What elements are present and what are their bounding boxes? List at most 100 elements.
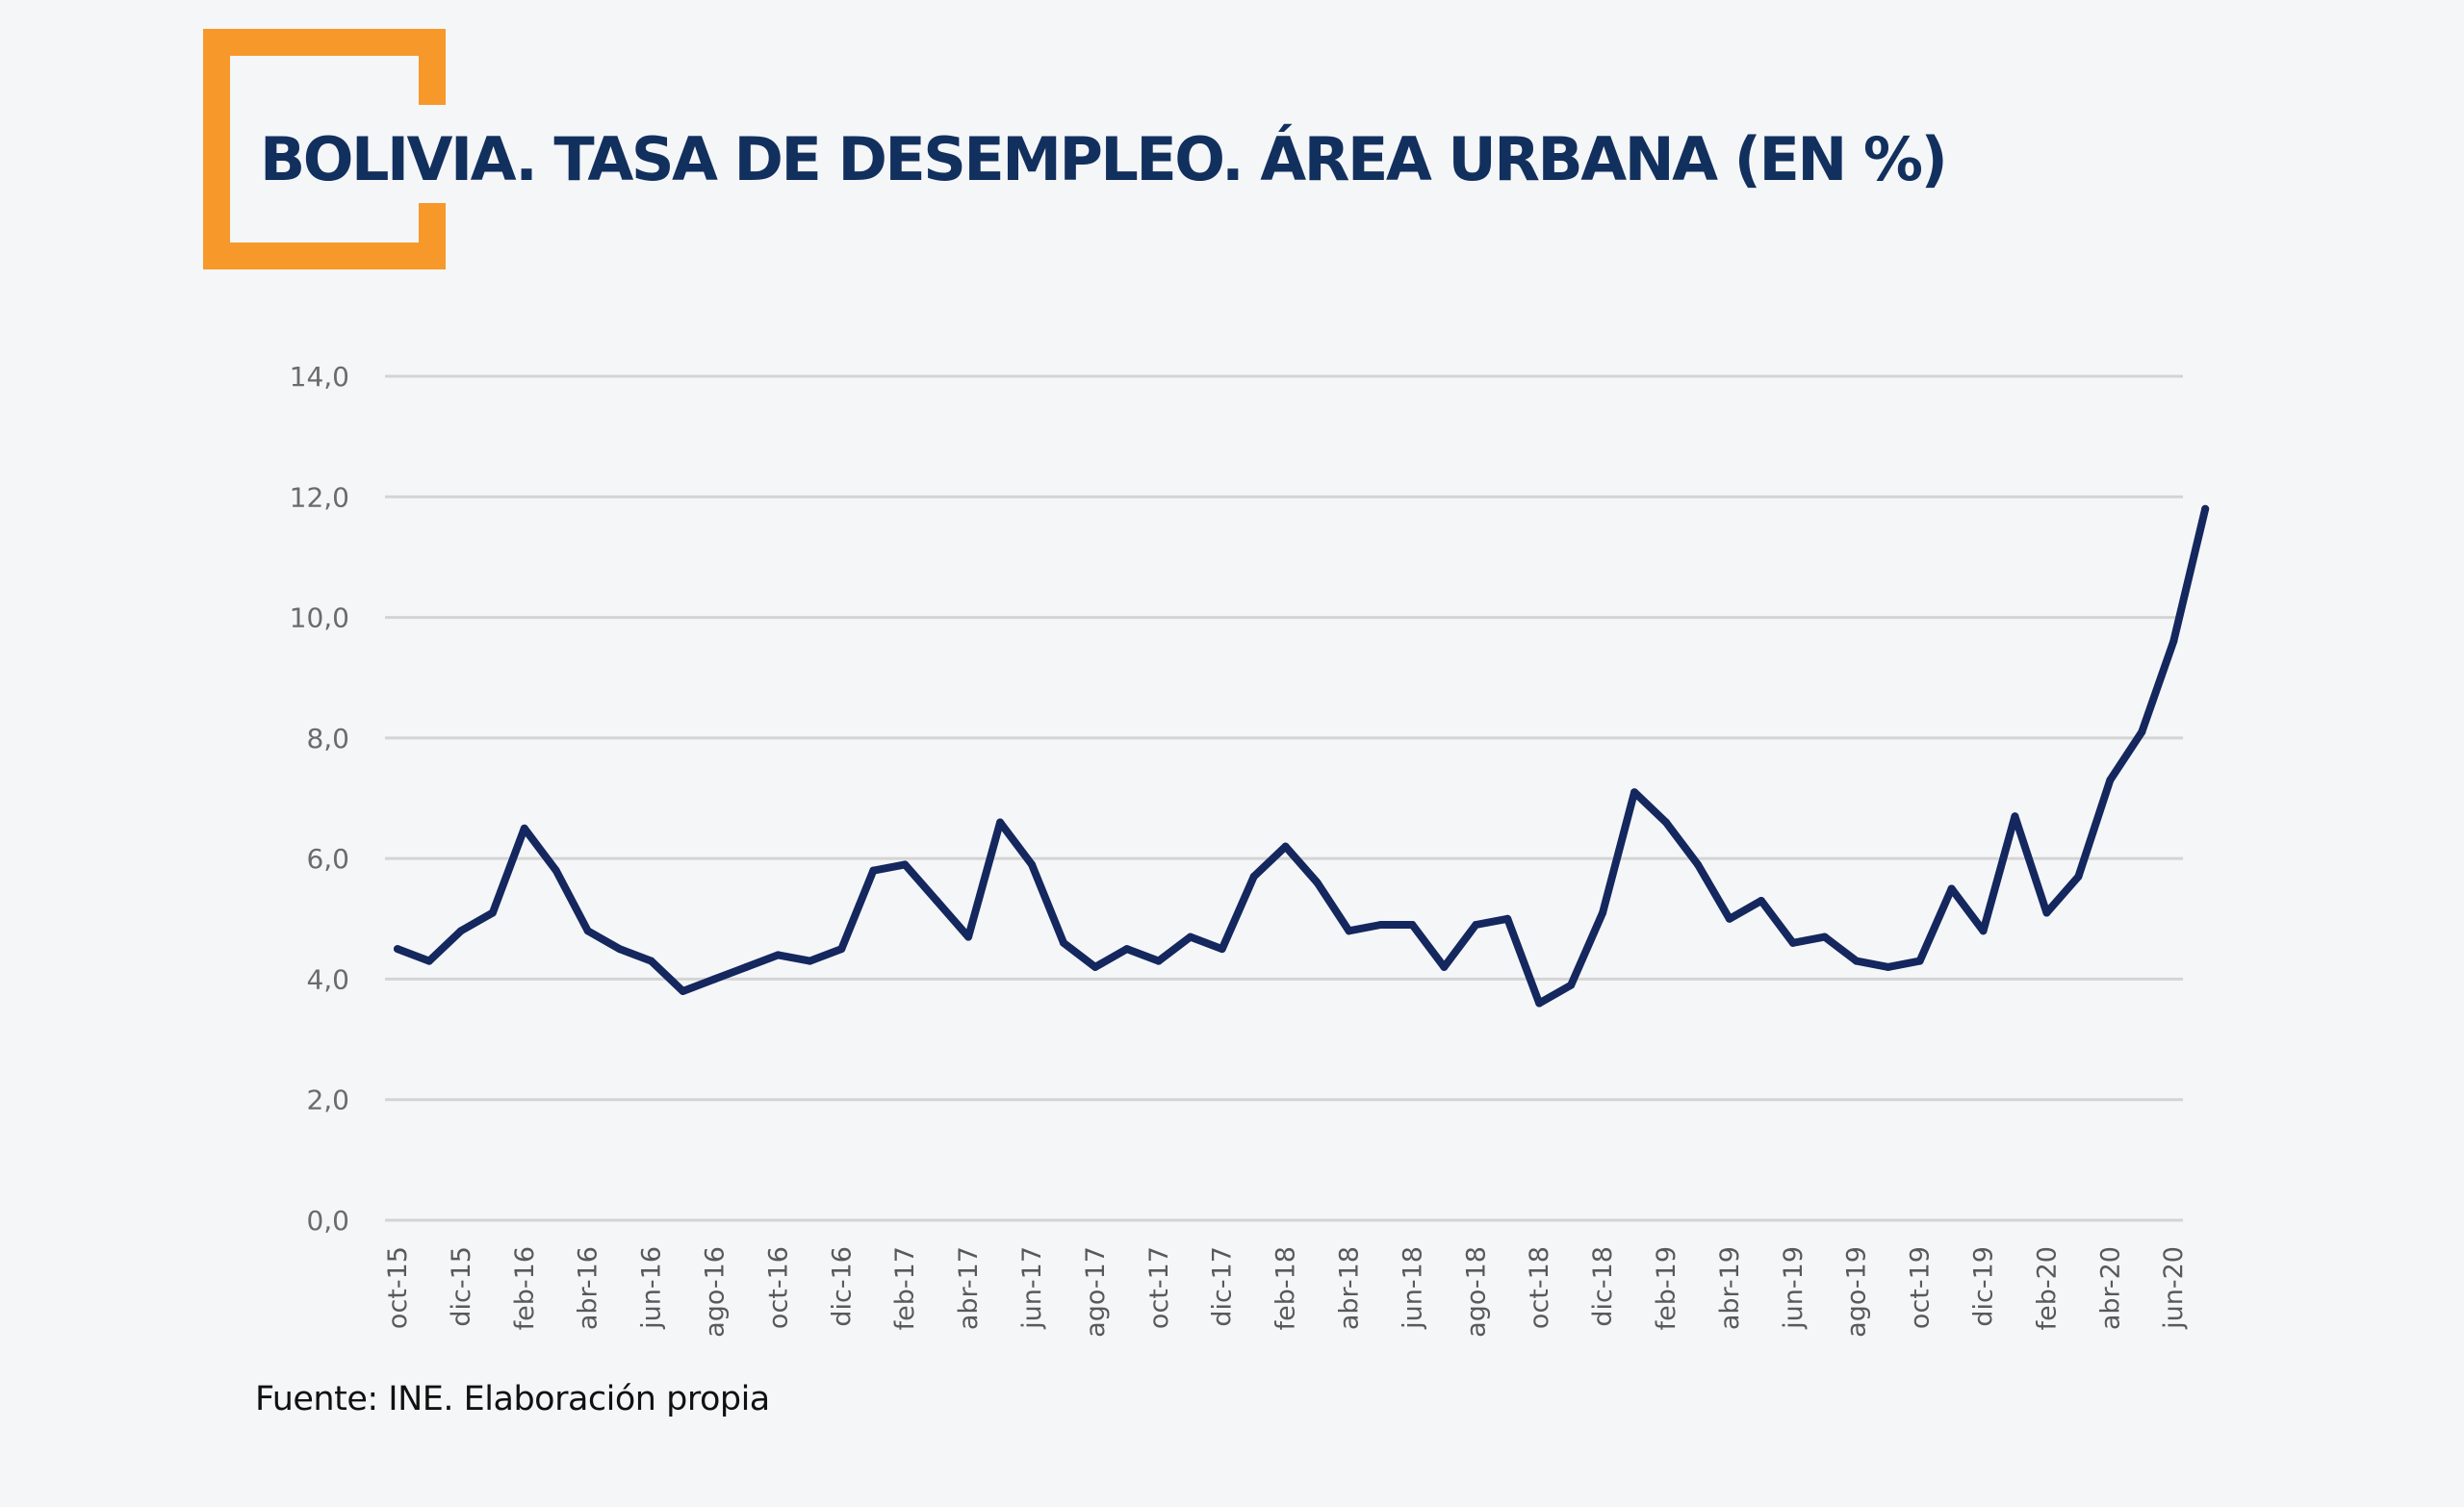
data-point (1662, 818, 1670, 827)
data-point (2042, 908, 2051, 917)
x-tick-label: dic-18 (1588, 1246, 1618, 1327)
data-point (2138, 728, 2146, 736)
data-point (1313, 879, 1322, 887)
data-point (996, 818, 1005, 827)
data-point (742, 962, 751, 971)
data-point (583, 927, 592, 935)
x-tick-label: oct-16 (763, 1246, 793, 1329)
x-tick-label: oct-19 (1906, 1246, 1936, 1329)
series-group (394, 504, 2210, 1008)
data-point (1281, 842, 1290, 851)
y-tick-label: 14,0 (290, 361, 349, 393)
x-tick-label: jun-16 (637, 1246, 667, 1330)
x-tick-label: dic-17 (1208, 1246, 1238, 1327)
data-point (424, 957, 433, 965)
x-tick-label: dic-19 (1969, 1246, 1999, 1327)
data-point (1408, 921, 1417, 930)
bracket-right-lower (419, 203, 446, 269)
x-tick-label: dic-16 (827, 1246, 857, 1327)
x-tick-label: ago-18 (1461, 1246, 1491, 1338)
y-tick-label: 6,0 (306, 843, 349, 875)
data-point (1154, 957, 1163, 965)
y-tick-label: 2,0 (306, 1085, 349, 1116)
y-tick-label: 10,0 (290, 602, 349, 634)
data-point (806, 957, 814, 965)
x-tick-label: oct-17 (1144, 1246, 1174, 1329)
data-point (2201, 504, 2210, 513)
data-point (1503, 914, 1512, 923)
x-tick-label: jun-20 (2159, 1246, 2189, 1330)
data-point (679, 986, 687, 995)
x-tick-label: ago-16 (701, 1246, 731, 1338)
data-point (901, 860, 910, 869)
data-point (2011, 812, 2019, 821)
y-tick-label: 12,0 (290, 481, 349, 513)
data-point (1218, 945, 1226, 954)
data-point (615, 945, 624, 954)
data-point (1376, 921, 1385, 930)
data-point (964, 932, 973, 941)
data-point (488, 908, 497, 917)
x-tick-label: ago-19 (1842, 1246, 1872, 1338)
y-tick-label: 0,0 (306, 1205, 349, 1237)
x-tick-label: feb-19 (1652, 1246, 1681, 1330)
data-point (1249, 872, 1258, 881)
x-tick-label: oct-18 (1525, 1246, 1554, 1329)
data-point (933, 896, 941, 905)
x-tick-label: feb-18 (1271, 1246, 1301, 1330)
x-tick-label: feb-16 (510, 1246, 540, 1330)
data-point (2106, 776, 2115, 784)
data-point (710, 975, 719, 983)
data-point (774, 951, 783, 959)
bracket-bottom (203, 243, 446, 269)
data-point (1059, 938, 1067, 947)
data-point (1725, 914, 1733, 923)
data-point (1567, 981, 1576, 989)
x-tick-label: abr-18 (1335, 1246, 1365, 1330)
x-tick-label: abr-16 (574, 1246, 603, 1330)
data-point (1345, 927, 1353, 935)
data-point (2074, 872, 2083, 881)
bracket-top (203, 29, 446, 56)
x-tick-label: feb-17 (890, 1246, 920, 1330)
data-point (1472, 921, 1480, 930)
source-note: Fuente: INE. Elaboración propia (255, 1380, 770, 1418)
data-point (1979, 927, 1988, 935)
data-point (647, 957, 655, 965)
data-point (837, 945, 846, 954)
x-axis-ticks: oct-15 dic-15 feb-16 abr-16 jun-16 ago-16 oct-… (383, 1246, 2189, 1338)
y-axis-ticks: 0,0 2,0 4,0 6,0 8,0 10,0 12,0 14,0 (290, 361, 349, 1237)
x-tick-label: jun-19 (1779, 1246, 1809, 1330)
chart-title: BOLIVIA. TASA DE DESEMPLEO. ÁREA URBANA … (260, 124, 1948, 194)
data-point (456, 927, 465, 935)
data-point (1947, 884, 1956, 893)
data-point (520, 824, 528, 832)
data-point (1028, 860, 1036, 869)
x-tick-label: ago-17 (1081, 1246, 1111, 1338)
data-point (1693, 860, 1702, 869)
y-tick-label: 4,0 (306, 963, 349, 995)
data-point (552, 866, 560, 875)
y-tick-label: 8,0 (306, 723, 349, 754)
x-tick-label: feb-20 (2032, 1246, 2062, 1330)
x-tick-label: abr-20 (2095, 1246, 2125, 1330)
bracket-left (203, 29, 230, 269)
data-point (394, 945, 401, 954)
logo-bracket (203, 29, 446, 269)
gridlines (385, 374, 2183, 1222)
data-point (869, 866, 878, 875)
line-chart: 0,0 2,0 4,0 6,0 8,0 10,0 12,0 14,0 oct-15 dic-15… (290, 361, 2210, 1338)
data-point (1440, 962, 1449, 971)
x-tick-label: jun-17 (1017, 1246, 1047, 1330)
data-point (1852, 957, 1861, 965)
x-tick-label: dic-15 (447, 1246, 476, 1327)
data-point (1820, 932, 1829, 941)
data-point (1599, 908, 1607, 917)
data-point (1122, 945, 1131, 954)
data-point (1630, 788, 1639, 797)
data-point (1788, 938, 1797, 947)
bracket-right-upper (419, 29, 446, 105)
data-point (1535, 999, 1544, 1008)
data-point (1915, 957, 1924, 965)
x-tick-label: jun-18 (1398, 1246, 1427, 1330)
